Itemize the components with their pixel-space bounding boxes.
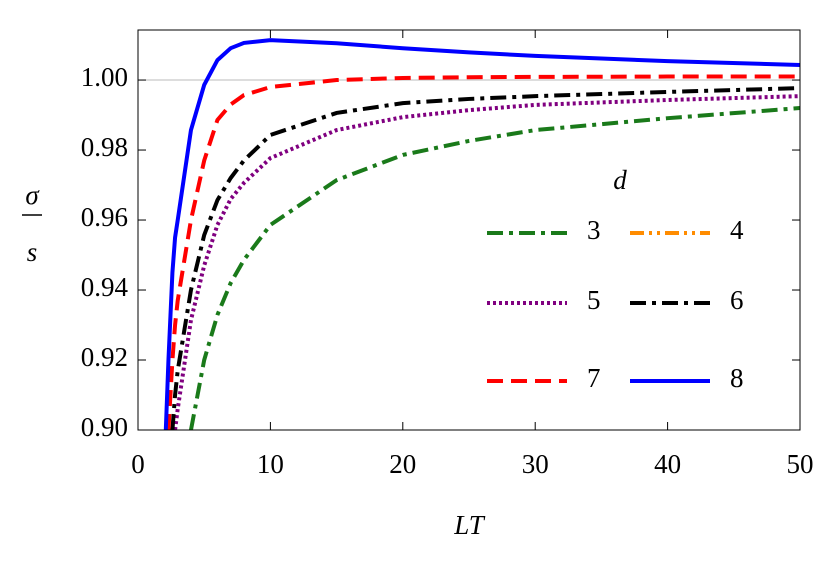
- x-tick-label: 50: [787, 449, 814, 479]
- x-axis-label: LT: [453, 510, 485, 540]
- y-tick-label: 1.00: [81, 62, 128, 92]
- y-tick-label: 0.94: [81, 272, 129, 302]
- legend-label: 7: [587, 363, 601, 393]
- legend-label: 5: [587, 285, 601, 315]
- series-line: [170, 86, 800, 430]
- x-tick-label: 10: [257, 449, 284, 479]
- series-line: [166, 74, 800, 430]
- y-tick-label: 0.90: [81, 412, 128, 442]
- series-line: [188, 106, 800, 430]
- y-tick-label: 0.92: [81, 342, 128, 372]
- legend-label: 3: [587, 215, 601, 245]
- y-axis-label-denominator: s: [27, 237, 38, 267]
- legend-label: 6: [730, 285, 744, 315]
- x-tick-label: 0: [131, 449, 145, 479]
- legend-label: 8: [730, 363, 744, 393]
- x-tick-label: 40: [654, 449, 681, 479]
- y-tick-label: 0.96: [81, 202, 128, 232]
- legend-label: 4: [730, 215, 744, 245]
- plot-frame: [137, 29, 801, 431]
- series-line: [173, 94, 800, 430]
- series-line: [163, 38, 800, 430]
- y-axis-label-numerator: σ: [25, 180, 40, 210]
- y-tick-label: 0.98: [81, 132, 128, 162]
- x-tick-label: 30: [522, 449, 549, 479]
- x-tick-label: 20: [389, 449, 416, 479]
- legend-title: d: [613, 165, 627, 195]
